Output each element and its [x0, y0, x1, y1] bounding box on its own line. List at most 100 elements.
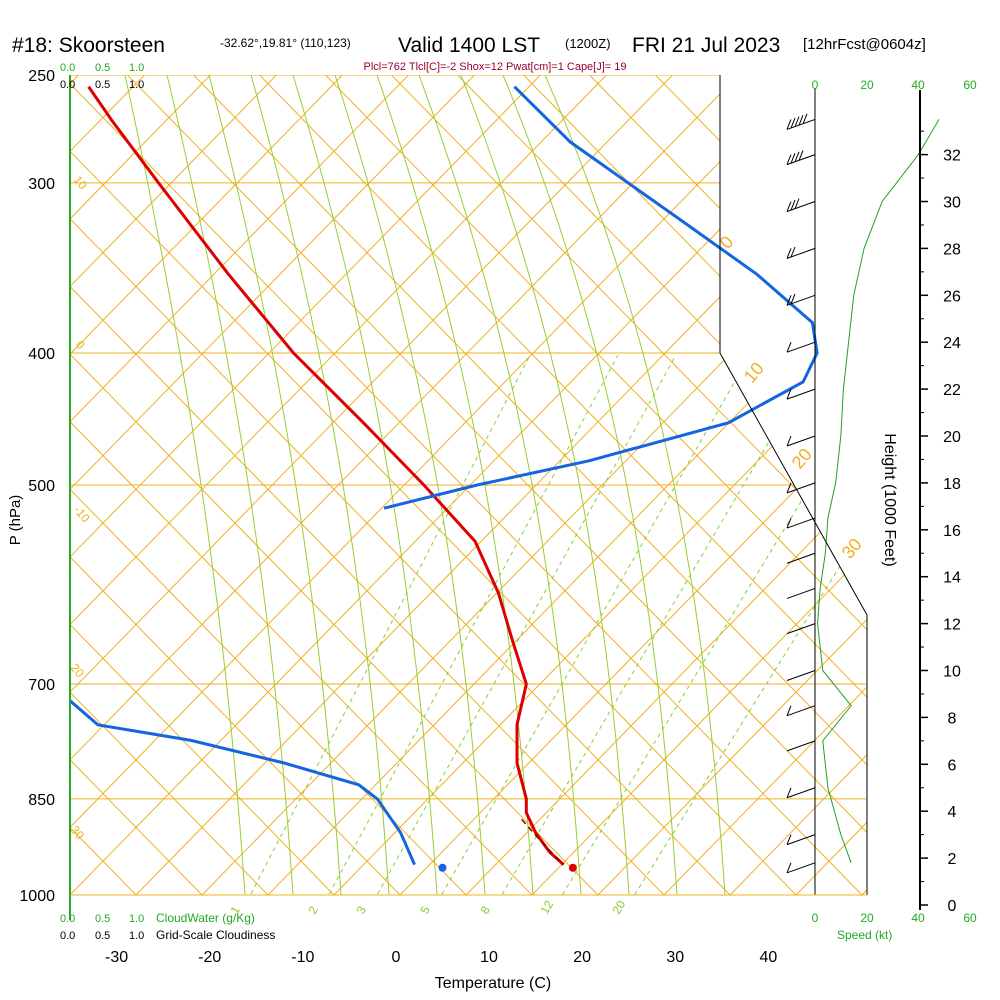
station-title: #18: Skoorsteen — [12, 34, 165, 57]
pressure-tick-1000: 1000 — [19, 888, 55, 905]
parcel-path — [521, 818, 565, 866]
mixing-ratio-label: 5 — [417, 903, 433, 916]
wind-barb-feather — [790, 246, 796, 258]
mixing-ratio-line — [489, 354, 821, 895]
wind-barb-staff — [786, 623, 816, 635]
mixing-ratio-line — [239, 354, 531, 895]
wind-barb — [786, 482, 816, 494]
speed-title: Speed (kt) — [837, 928, 892, 942]
wind-barb-feather — [794, 198, 800, 209]
wind-barb-feather — [802, 113, 808, 125]
isotherm-line — [267, 75, 867, 895]
station-coords: -32.62°,19.81° (110,123) — [220, 36, 351, 50]
x-axis-title: Temperature (C) — [435, 975, 551, 992]
cloudwater-title: CloudWater (g/Kg) — [156, 911, 255, 925]
height-tick-label-10: 10 — [943, 664, 961, 681]
height-tick-label-26: 26 — [943, 288, 961, 305]
wind-barb-feather — [794, 151, 800, 162]
sounding-params: Plcl=762 Tlcl[C]=-2 Shox=12 Pwat[cm]=1 C… — [363, 61, 626, 73]
wind-speed-line — [817, 119, 940, 863]
wind-barb — [786, 113, 816, 130]
temp-tick-20: 20 — [573, 949, 591, 966]
height-tick-label-28: 28 — [943, 241, 961, 258]
isotherm-line — [70, 75, 867, 895]
isotherm-line — [531, 75, 867, 895]
height-tick-label-4: 4 — [948, 804, 957, 821]
wind-barb-feather — [786, 862, 792, 873]
wind-barb — [786, 787, 816, 799]
isotherm-line — [333, 75, 867, 895]
isotherm-line — [70, 75, 297, 895]
dry-adiabat-line — [70, 75, 401, 895]
wind-barb — [786, 834, 816, 846]
temp-tick--30: -30 — [105, 949, 128, 966]
wind-barb-feather — [786, 705, 792, 716]
dry-adiabat-line — [70, 75, 137, 895]
isotherm-line — [135, 75, 867, 895]
isotherm-line — [399, 75, 867, 895]
isotherm-line — [597, 75, 867, 895]
isotherm-line — [70, 75, 693, 895]
cloudwater-bottom-0: 0.0 — [60, 913, 75, 925]
cloudiness-bottom-2: 1.0 — [129, 930, 144, 942]
moist-adiabat-line — [250, 75, 390, 895]
wind-barb-staff — [786, 517, 816, 529]
height-tick-label-2: 2 — [948, 851, 957, 868]
wind-barb-feather — [786, 154, 792, 165]
cloudwater-top-1: 0.5 — [95, 62, 110, 74]
wind-barb-feather — [798, 150, 804, 161]
pressure-tick-850: 850 — [28, 792, 55, 809]
isotherm-line — [70, 75, 561, 895]
wind-barb-staff — [786, 341, 816, 353]
isotherm-line — [201, 75, 867, 895]
wind-barb-feather — [786, 787, 792, 798]
pressure-tick-300: 300 — [28, 176, 55, 193]
forecast-label: [12hrFcst@0604z] — [803, 36, 926, 53]
mixing-ratio-line — [621, 354, 867, 895]
isotherm-line — [70, 75, 495, 895]
wind-barb — [786, 150, 816, 166]
wind-barb-feather — [786, 517, 792, 529]
wind-barb-staff — [786, 294, 816, 306]
isotherm-line — [70, 75, 627, 895]
wind-barb — [786, 705, 816, 717]
cloudwater-top-0: 0.0 — [60, 62, 75, 74]
wind-barb-staff — [786, 740, 816, 752]
moist-adiabat-line — [376, 75, 534, 895]
mixing-ratio-line — [429, 354, 751, 895]
height-tick-label-12: 12 — [943, 617, 961, 634]
temp-tick-40: 40 — [760, 949, 778, 966]
wind-barb — [786, 435, 816, 447]
height-tick-label-14: 14 — [943, 570, 961, 587]
wind-barb-staff — [786, 587, 816, 599]
isotherm-line — [70, 75, 429, 895]
wind-barb-feather — [786, 482, 792, 494]
wind-barb-staff — [786, 388, 816, 400]
moist-adiabat-line — [460, 75, 630, 895]
temp-tick-0: 0 — [391, 949, 400, 966]
wind-barb-feather — [794, 116, 800, 127]
moist-adiabat-line — [208, 75, 342, 895]
mixing-ratio-label: 12 — [537, 898, 556, 917]
isotherm-line — [70, 75, 363, 895]
pressure-tick-700: 700 — [28, 677, 55, 694]
wind-barb-staff — [786, 670, 816, 681]
cloudiness-top-2: 1.0 — [129, 79, 144, 91]
wind-barb-feather — [790, 293, 796, 305]
moist-adiabat-line — [502, 75, 678, 895]
dry-adiabat-label: 20 — [788, 444, 816, 472]
dry-adiabat-label: 10 — [740, 358, 768, 386]
isotherm-label: 10 — [71, 173, 91, 192]
wind-barb — [786, 293, 816, 306]
cloudiness-title: Grid-Scale Cloudiness — [156, 928, 275, 942]
wind-barb-feather — [786, 342, 792, 353]
mixing-ratio-label: 2 — [305, 903, 321, 916]
dry-adiabat-label: 0 — [716, 232, 738, 253]
moist-adiabat-line — [166, 75, 294, 895]
dry-adiabat-line — [305, 75, 867, 895]
wind-barbs — [786, 88, 940, 895]
wind-barb-staff — [786, 787, 816, 799]
isotherm-label: 0 — [73, 338, 88, 352]
height-tick-label-30: 30 — [943, 195, 961, 212]
